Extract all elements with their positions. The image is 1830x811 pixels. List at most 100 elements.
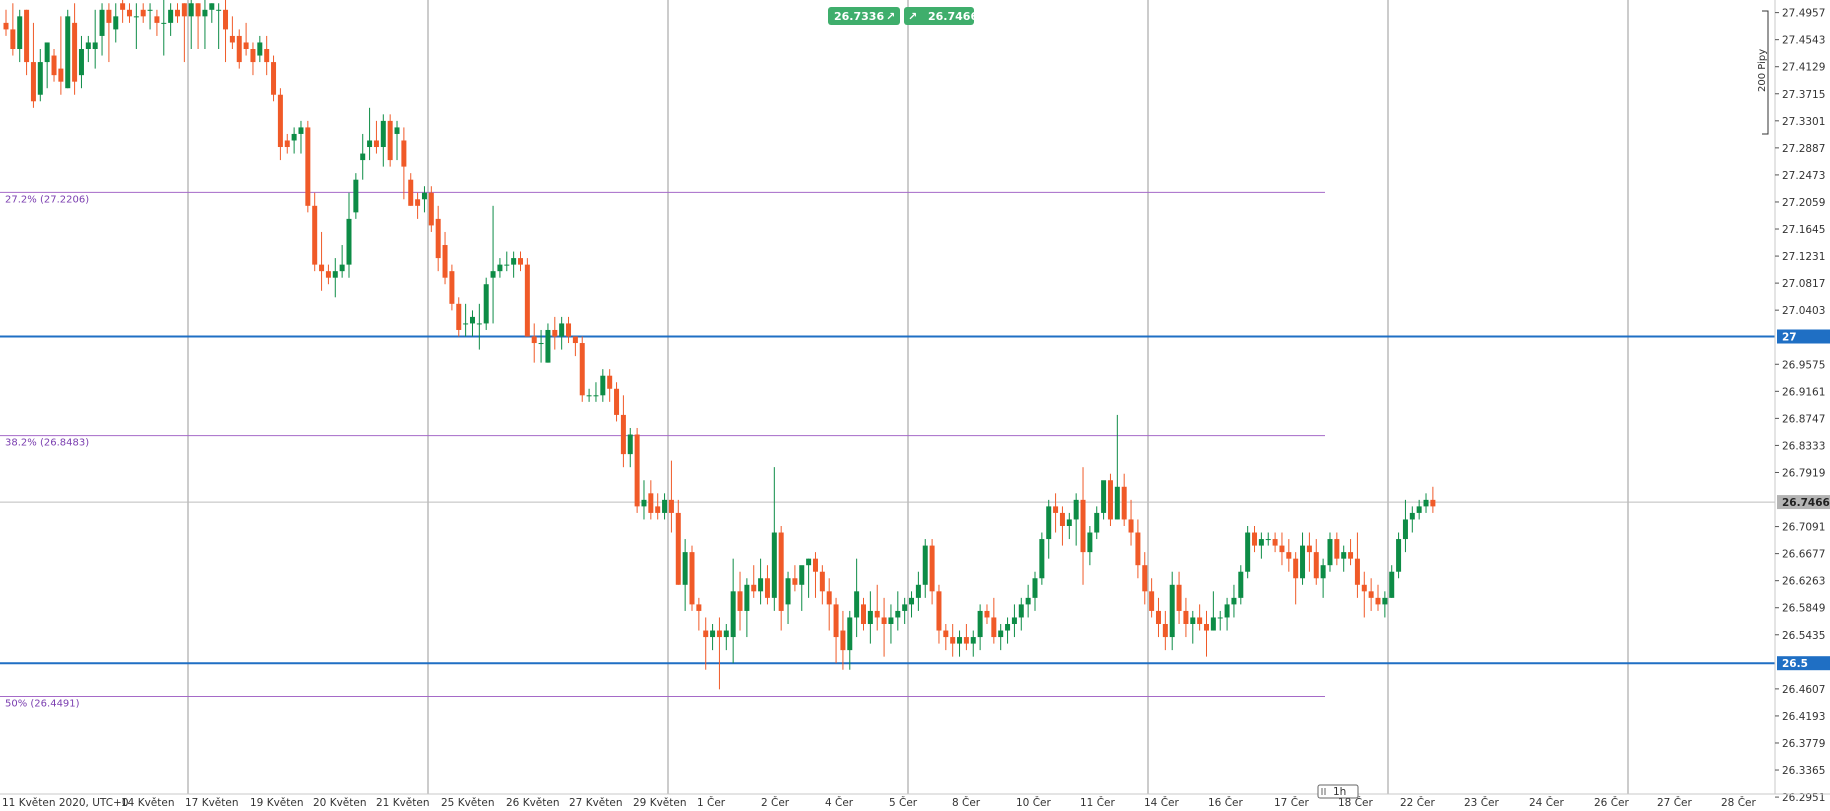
- sell-price-badge[interactable]: 26.7336 ↗: [828, 7, 900, 25]
- y-axis[interactable]: 27.4957 27.4543 27.4129 27.3715 27.3301 27.28…: [1775, 8, 1830, 804]
- candle: [284, 133, 290, 154]
- candle-body: [92, 42, 98, 50]
- candle: [710, 623, 716, 651]
- candle-body: [202, 9, 208, 17]
- candle-body: [1197, 617, 1203, 624]
- candle-body: [30, 62, 36, 102]
- candle-body: [1245, 532, 1251, 572]
- candle: [1080, 467, 1086, 585]
- y-tick-label: 27.0817: [1782, 278, 1825, 290]
- candle: [1368, 578, 1374, 611]
- candle-body: [305, 127, 311, 206]
- x-tick-label: 2 Čer: [761, 796, 790, 809]
- candle: [552, 316, 558, 350]
- candle: [1402, 499, 1408, 553]
- x-axis[interactable]: 11 Květen 2020, UTC+014 Květen 17 Květen 1…: [2, 796, 1756, 809]
- candle: [72, 3, 78, 95]
- candle: [703, 617, 709, 670]
- candle-body: [277, 94, 283, 148]
- candle-body: [1210, 617, 1216, 631]
- candle: [1046, 499, 1052, 559]
- candle-body: [408, 179, 414, 206]
- candle-body: [710, 630, 716, 638]
- candle: [634, 427, 640, 513]
- candle: [888, 604, 894, 644]
- candle: [511, 251, 517, 278]
- x-tick-label: 29 Květen: [633, 797, 687, 809]
- candle-body: [1005, 623, 1011, 631]
- grid-lines: [187, 0, 1629, 794]
- candle: [387, 114, 393, 167]
- candle: [1348, 539, 1354, 566]
- candle-body: [682, 552, 688, 585]
- candle-series: [3, 0, 1436, 690]
- candle-body: [1334, 539, 1340, 559]
- candle-body: [291, 133, 297, 141]
- pip-scale-label: 200 Pipy: [1757, 49, 1768, 92]
- candle-body: [950, 637, 956, 644]
- candle: [689, 545, 695, 611]
- candle: [408, 173, 414, 206]
- candle: [1396, 532, 1402, 579]
- candle-body: [250, 49, 256, 63]
- x-tick-label: 27 Čer: [1657, 796, 1692, 809]
- candle-body: [1066, 519, 1072, 526]
- candle: [312, 192, 318, 272]
- candle: [1258, 532, 1264, 559]
- candle-body: [620, 414, 626, 455]
- candle: [854, 558, 860, 638]
- candle: [1059, 506, 1065, 546]
- candle-body: [531, 336, 537, 344]
- candle-body: [44, 42, 50, 63]
- candle: [1135, 519, 1141, 579]
- candle: [518, 251, 523, 272]
- candle-body: [325, 271, 331, 278]
- candle-body: [648, 493, 654, 513]
- y-tick-label: 26.9161: [1782, 386, 1825, 398]
- candle-body: [1149, 591, 1155, 611]
- buy-price-badge[interactable]: ↗ 26.7466: [904, 7, 978, 25]
- candle-body: [1053, 506, 1059, 513]
- candle: [380, 114, 386, 167]
- candle-body: [346, 218, 352, 265]
- candle-body: [1169, 584, 1175, 638]
- candle-body: [936, 591, 942, 631]
- candle: [257, 35, 263, 63]
- x-tick-label: 19 Květen: [250, 797, 304, 809]
- candle-body: [78, 49, 84, 76]
- y-tick-label: 27.1231: [1782, 251, 1825, 263]
- candle-body: [216, 9, 222, 11]
- candle: [1197, 604, 1203, 631]
- candle: [648, 480, 654, 520]
- candle: [614, 382, 620, 422]
- candle: [566, 316, 572, 344]
- candle-body: [380, 120, 386, 148]
- candle: [737, 571, 743, 631]
- candle-body: [1231, 597, 1237, 605]
- x-tick-label: 5 Čer: [889, 796, 918, 809]
- candle: [593, 382, 599, 402]
- candle-body: [826, 591, 832, 605]
- candle-body: [552, 329, 558, 337]
- x-tick-label: 22 Čer: [1400, 796, 1435, 809]
- candle: [140, 3, 146, 23]
- x-tick-label: 23 Čer: [1464, 796, 1499, 809]
- candle: [833, 597, 839, 664]
- candle: [175, 3, 180, 23]
- fib-level-label: 38.2% (26.8483): [5, 438, 89, 449]
- candle: [902, 597, 908, 624]
- candle-body: [1032, 578, 1038, 598]
- candle: [469, 310, 475, 337]
- candle-body: [51, 55, 57, 76]
- candle-body: [1389, 571, 1395, 598]
- candle: [1354, 532, 1360, 598]
- current-price-text: 26.7466: [1782, 497, 1830, 509]
- candle: [1053, 493, 1059, 533]
- timeframe-handle[interactable]: 1h: [1317, 784, 1359, 799]
- candle: [1149, 578, 1155, 618]
- candle: [298, 120, 304, 154]
- candle-body: [1046, 506, 1052, 540]
- y-tick-label: 27.4957: [1782, 8, 1825, 20]
- candle: [229, 16, 235, 50]
